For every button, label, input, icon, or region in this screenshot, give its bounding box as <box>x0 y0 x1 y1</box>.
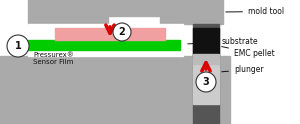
Text: mold tool: mold tool <box>226 7 284 16</box>
Text: Pressurex®
Sensor Film: Pressurex® Sensor Film <box>33 52 74 65</box>
Bar <box>0 56 230 124</box>
Circle shape <box>196 72 216 92</box>
Bar <box>193 28 219 56</box>
Bar <box>28 40 180 50</box>
Text: 3: 3 <box>202 77 209 87</box>
Bar <box>193 54 219 64</box>
Bar <box>193 56 219 104</box>
Bar <box>160 16 223 24</box>
Text: 2: 2 <box>118 27 125 37</box>
Text: plunger: plunger <box>222 65 264 74</box>
Bar <box>55 28 165 40</box>
Circle shape <box>113 23 131 41</box>
Bar <box>28 16 108 24</box>
Bar <box>28 0 223 16</box>
Text: EMC pellet: EMC pellet <box>222 47 275 58</box>
Circle shape <box>7 35 29 57</box>
Text: substrate: substrate <box>188 37 259 46</box>
Bar <box>193 24 219 124</box>
Text: 1: 1 <box>15 41 21 51</box>
Bar <box>28 24 183 56</box>
